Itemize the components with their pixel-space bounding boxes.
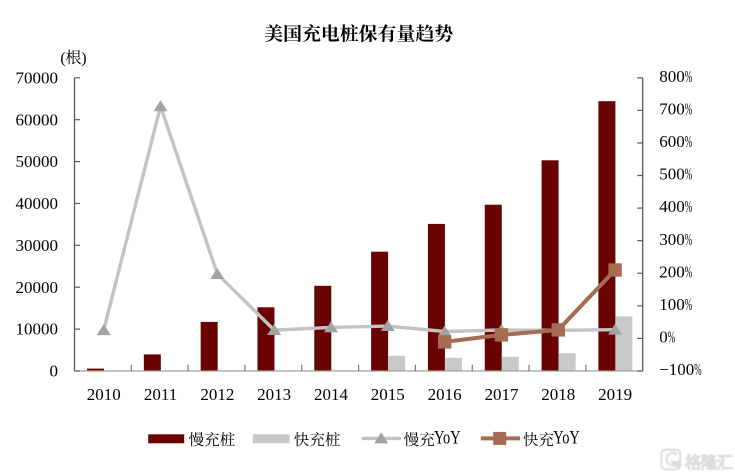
- svg-text:300: 300: [659, 230, 685, 249]
- svg-text:%: %: [694, 360, 701, 379]
- svg-text:2016: 2016: [428, 385, 462, 404]
- svg-text:0: 0: [659, 328, 668, 347]
- svg-text:30000: 30000: [16, 236, 59, 255]
- svg-text:%: %: [685, 99, 692, 118]
- svg-text:%: %: [685, 230, 692, 249]
- svg-text:2011: 2011: [144, 385, 177, 404]
- svg-text:60000: 60000: [16, 110, 59, 129]
- svg-text:%: %: [668, 328, 675, 347]
- svg-text:%: %: [685, 67, 692, 86]
- svg-text:%: %: [685, 165, 692, 184]
- svg-text:2017: 2017: [484, 385, 519, 404]
- svg-text:0: 0: [50, 362, 59, 381]
- svg-text:%: %: [685, 262, 692, 281]
- svg-text:700: 700: [659, 99, 685, 118]
- svg-text:600: 600: [659, 132, 685, 151]
- svg-text:10000: 10000: [16, 320, 59, 339]
- svg-text:YoY: YoY: [434, 427, 461, 448]
- svg-text:40000: 40000: [16, 194, 59, 213]
- svg-text:2013: 2013: [257, 385, 291, 404]
- svg-text:2015: 2015: [371, 385, 405, 404]
- svg-text:(: (: [60, 50, 65, 67]
- svg-text:%: %: [685, 132, 692, 151]
- svg-text:50000: 50000: [16, 152, 59, 171]
- svg-text:200: 200: [659, 262, 685, 281]
- svg-text:%: %: [685, 295, 692, 314]
- svg-text:−100: −100: [659, 360, 694, 379]
- svg-text:): ): [81, 50, 86, 67]
- svg-text:500: 500: [659, 165, 685, 184]
- svg-text:800: 800: [659, 67, 685, 86]
- svg-text:2010: 2010: [87, 385, 121, 404]
- svg-text:%: %: [685, 197, 692, 216]
- svg-text:2019: 2019: [598, 385, 632, 404]
- svg-text:20000: 20000: [16, 278, 59, 297]
- svg-text:400: 400: [659, 197, 685, 216]
- svg-text:YoY: YoY: [553, 427, 580, 448]
- svg-text:2018: 2018: [541, 385, 575, 404]
- svg-text:2012: 2012: [200, 385, 234, 404]
- svg-text:70000: 70000: [16, 68, 59, 87]
- svg-text:100: 100: [659, 295, 685, 314]
- svg-text:2014: 2014: [314, 385, 349, 404]
